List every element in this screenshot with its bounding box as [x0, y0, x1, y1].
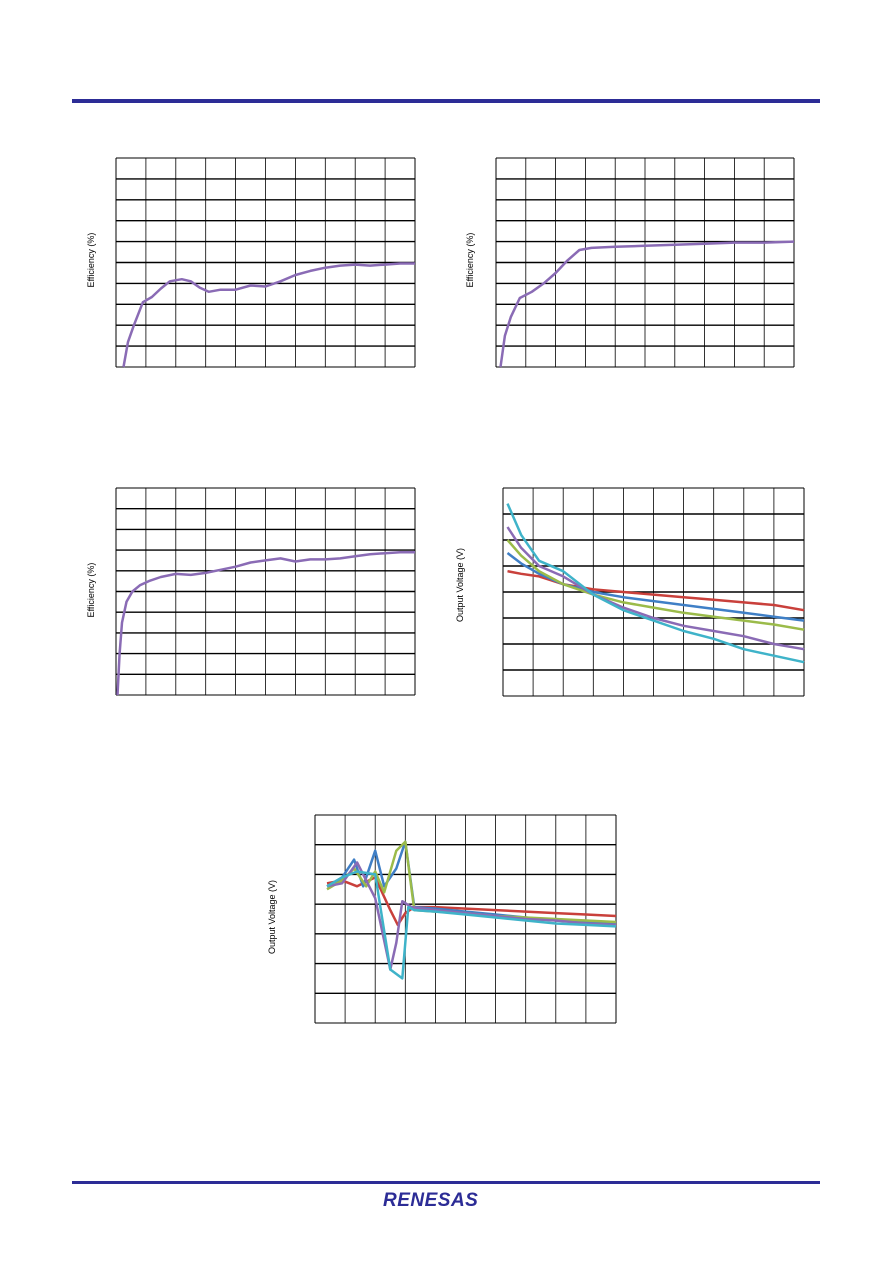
y-axis-label: Efficiency (%) — [86, 562, 96, 618]
renesas-logo: RENESAS — [381, 1186, 513, 1212]
header-rule — [72, 99, 820, 103]
series-line-1 — [507, 569, 805, 612]
series-line-1 — [326, 876, 617, 927]
chart-svg — [495, 157, 795, 368]
series-line-5 — [506, 503, 805, 664]
series-line-4 — [326, 861, 617, 971]
chart-panel-efficiency-1: Efficiency (%) — [78, 155, 418, 370]
chart-svg — [115, 487, 416, 696]
chart-svg — [502, 487, 805, 697]
series-line-2 — [506, 552, 805, 622]
series-line-2 — [326, 840, 617, 925]
series-line-3 — [506, 539, 805, 631]
footer-rule — [72, 1181, 820, 1184]
chart-panel-efficiency-2: Efficiency (%) — [460, 155, 800, 370]
chart-panel-output-voltage-1: Output Voltage (V) — [455, 485, 807, 700]
chart-panel-efficiency-3: Efficiency (%) — [78, 485, 418, 700]
series-line-1 — [122, 262, 415, 368]
chart-panel-output-voltage-2: Output Voltage (V) — [260, 812, 622, 1027]
series-line-5 — [326, 870, 617, 980]
renesas-logo-text: RENESAS — [383, 1190, 478, 1211]
series-line-4 — [506, 526, 805, 651]
series-line-1 — [499, 240, 795, 368]
chart-svg — [115, 157, 416, 368]
renesas-logo-mark: RENESAS — [383, 1190, 478, 1211]
y-axis-label: Efficiency (%) — [86, 232, 96, 288]
y-axis-label: Efficiency (%) — [465, 232, 475, 288]
series-line-3 — [326, 840, 617, 924]
series-line-1 — [116, 550, 415, 696]
chart-svg — [314, 814, 617, 1024]
y-axis-label: Output Voltage (V) — [267, 879, 277, 955]
y-axis-label: Output Voltage (V) — [455, 547, 465, 623]
